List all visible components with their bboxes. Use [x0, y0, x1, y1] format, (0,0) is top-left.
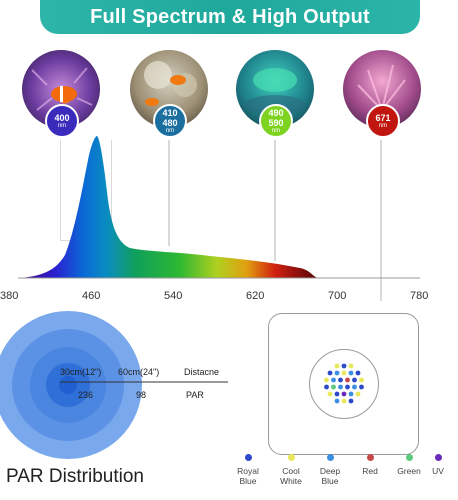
- led-dot: [348, 391, 354, 397]
- badge-unit: nm: [165, 127, 175, 134]
- led-dot: [327, 391, 333, 397]
- badge-wavelength: 671: [375, 112, 391, 123]
- legend-dot: [287, 454, 295, 461]
- legend-cool-white: Cool White: [271, 454, 311, 486]
- legend-label: Deep: [319, 466, 341, 476]
- banner-title: Full Spectrum & High Output: [90, 5, 370, 28]
- led-dot: [334, 370, 340, 376]
- legend-dot: [405, 454, 413, 461]
- led-dot: [348, 370, 354, 376]
- led-dot: [359, 377, 364, 383]
- distance-1: 30cm(12"): [60, 367, 102, 377]
- title-banner: Full Spectrum & High Output: [40, 0, 420, 34]
- led-dot: [352, 377, 357, 383]
- spectrum-graph: [18, 136, 420, 279]
- clownfish-icon: [31, 67, 93, 111]
- led-dot: [355, 370, 361, 376]
- legend-dot: [326, 454, 334, 461]
- legend-label: Blue: [239, 476, 257, 486]
- distance-2: 60cm(24"): [118, 367, 160, 377]
- led-dot: [359, 384, 364, 390]
- wavelength-badge-400: 400 nm: [45, 104, 79, 138]
- wavelength-badge-490-590: 490 590 nm: [259, 104, 293, 138]
- led-dot: [345, 384, 350, 390]
- axis-tick: 700: [328, 290, 347, 302]
- led-dot: [331, 377, 336, 383]
- legend-label: Cool: [282, 466, 300, 476]
- fixture-outline: [268, 313, 419, 455]
- led-dot: [327, 370, 333, 376]
- wavelength-badge-410-480: 410 480 nm: [153, 104, 187, 138]
- legend-dot: [434, 454, 442, 461]
- legend-label: Royal: [237, 466, 259, 476]
- led-dot: [334, 391, 340, 397]
- led-dot: [324, 377, 329, 383]
- led-dot: [348, 363, 354, 369]
- badge-wavelength-bottom: 480: [162, 117, 178, 128]
- led-dot: [345, 377, 350, 383]
- par-label: PAR: [186, 390, 204, 400]
- led-dot: [348, 398, 354, 404]
- legend-uv: UV: [418, 454, 458, 476]
- badge-wavelength-top: 410: [162, 107, 178, 118]
- badge-wavelength: 400: [54, 112, 70, 123]
- led-dot: [324, 384, 329, 390]
- badge-unit: nm: [378, 122, 388, 129]
- par-value-2: 98: [136, 390, 147, 400]
- badge-wavelength-bottom: 590: [268, 117, 284, 128]
- wavelength-badge-671: 671 nm: [366, 104, 400, 138]
- guide-line-4: [380, 140, 382, 301]
- led-dot: [331, 384, 336, 390]
- legend-green: Green: [389, 454, 429, 476]
- par-value-1: 236: [78, 390, 94, 400]
- axis-tick: 380: [0, 290, 19, 302]
- led-dot: [355, 391, 361, 397]
- led-dot: [341, 363, 347, 369]
- legend-label: UV: [432, 466, 444, 476]
- led-dot: [352, 384, 357, 390]
- led-dot: [334, 363, 340, 369]
- badge-unit: nm: [271, 127, 281, 134]
- clownfish-icon: [144, 61, 197, 106]
- legend-deep-blue: Deep Blue: [310, 454, 350, 486]
- legend-dot: [244, 454, 252, 461]
- legend-royal-blue: Royal Blue: [228, 454, 268, 486]
- axis-tick: 460: [82, 290, 101, 302]
- badge-unit: nm: [57, 122, 67, 129]
- guide-line-2: [168, 140, 170, 246]
- axis-tick: 620: [246, 290, 265, 302]
- legend-dot: [366, 454, 374, 461]
- led-dot: [341, 391, 347, 397]
- par-distribution-title: PAR Distribution: [6, 466, 144, 487]
- legend-label: Green: [397, 466, 421, 476]
- distance-label: Distacne: [184, 367, 220, 377]
- spectrum-curve: [20, 136, 318, 278]
- led-array-ring: [309, 349, 379, 419]
- axis-tick: 780: [410, 290, 429, 302]
- led-dot: [341, 370, 347, 376]
- legend-red: Red: [350, 454, 390, 476]
- badge-wavelength-top: 490: [268, 107, 284, 118]
- led-array: [324, 363, 364, 404]
- legend-label: Red: [362, 466, 378, 476]
- legend-label: Blue: [321, 476, 339, 486]
- led-dot: [341, 398, 347, 404]
- legend-label: White: [280, 476, 302, 486]
- axis-tick: 540: [164, 290, 183, 302]
- guide-line-3: [274, 140, 276, 261]
- led-dot: [338, 384, 343, 390]
- led-dot: [338, 377, 343, 383]
- par-distribution-circles: [0, 311, 142, 459]
- led-dot: [334, 398, 340, 404]
